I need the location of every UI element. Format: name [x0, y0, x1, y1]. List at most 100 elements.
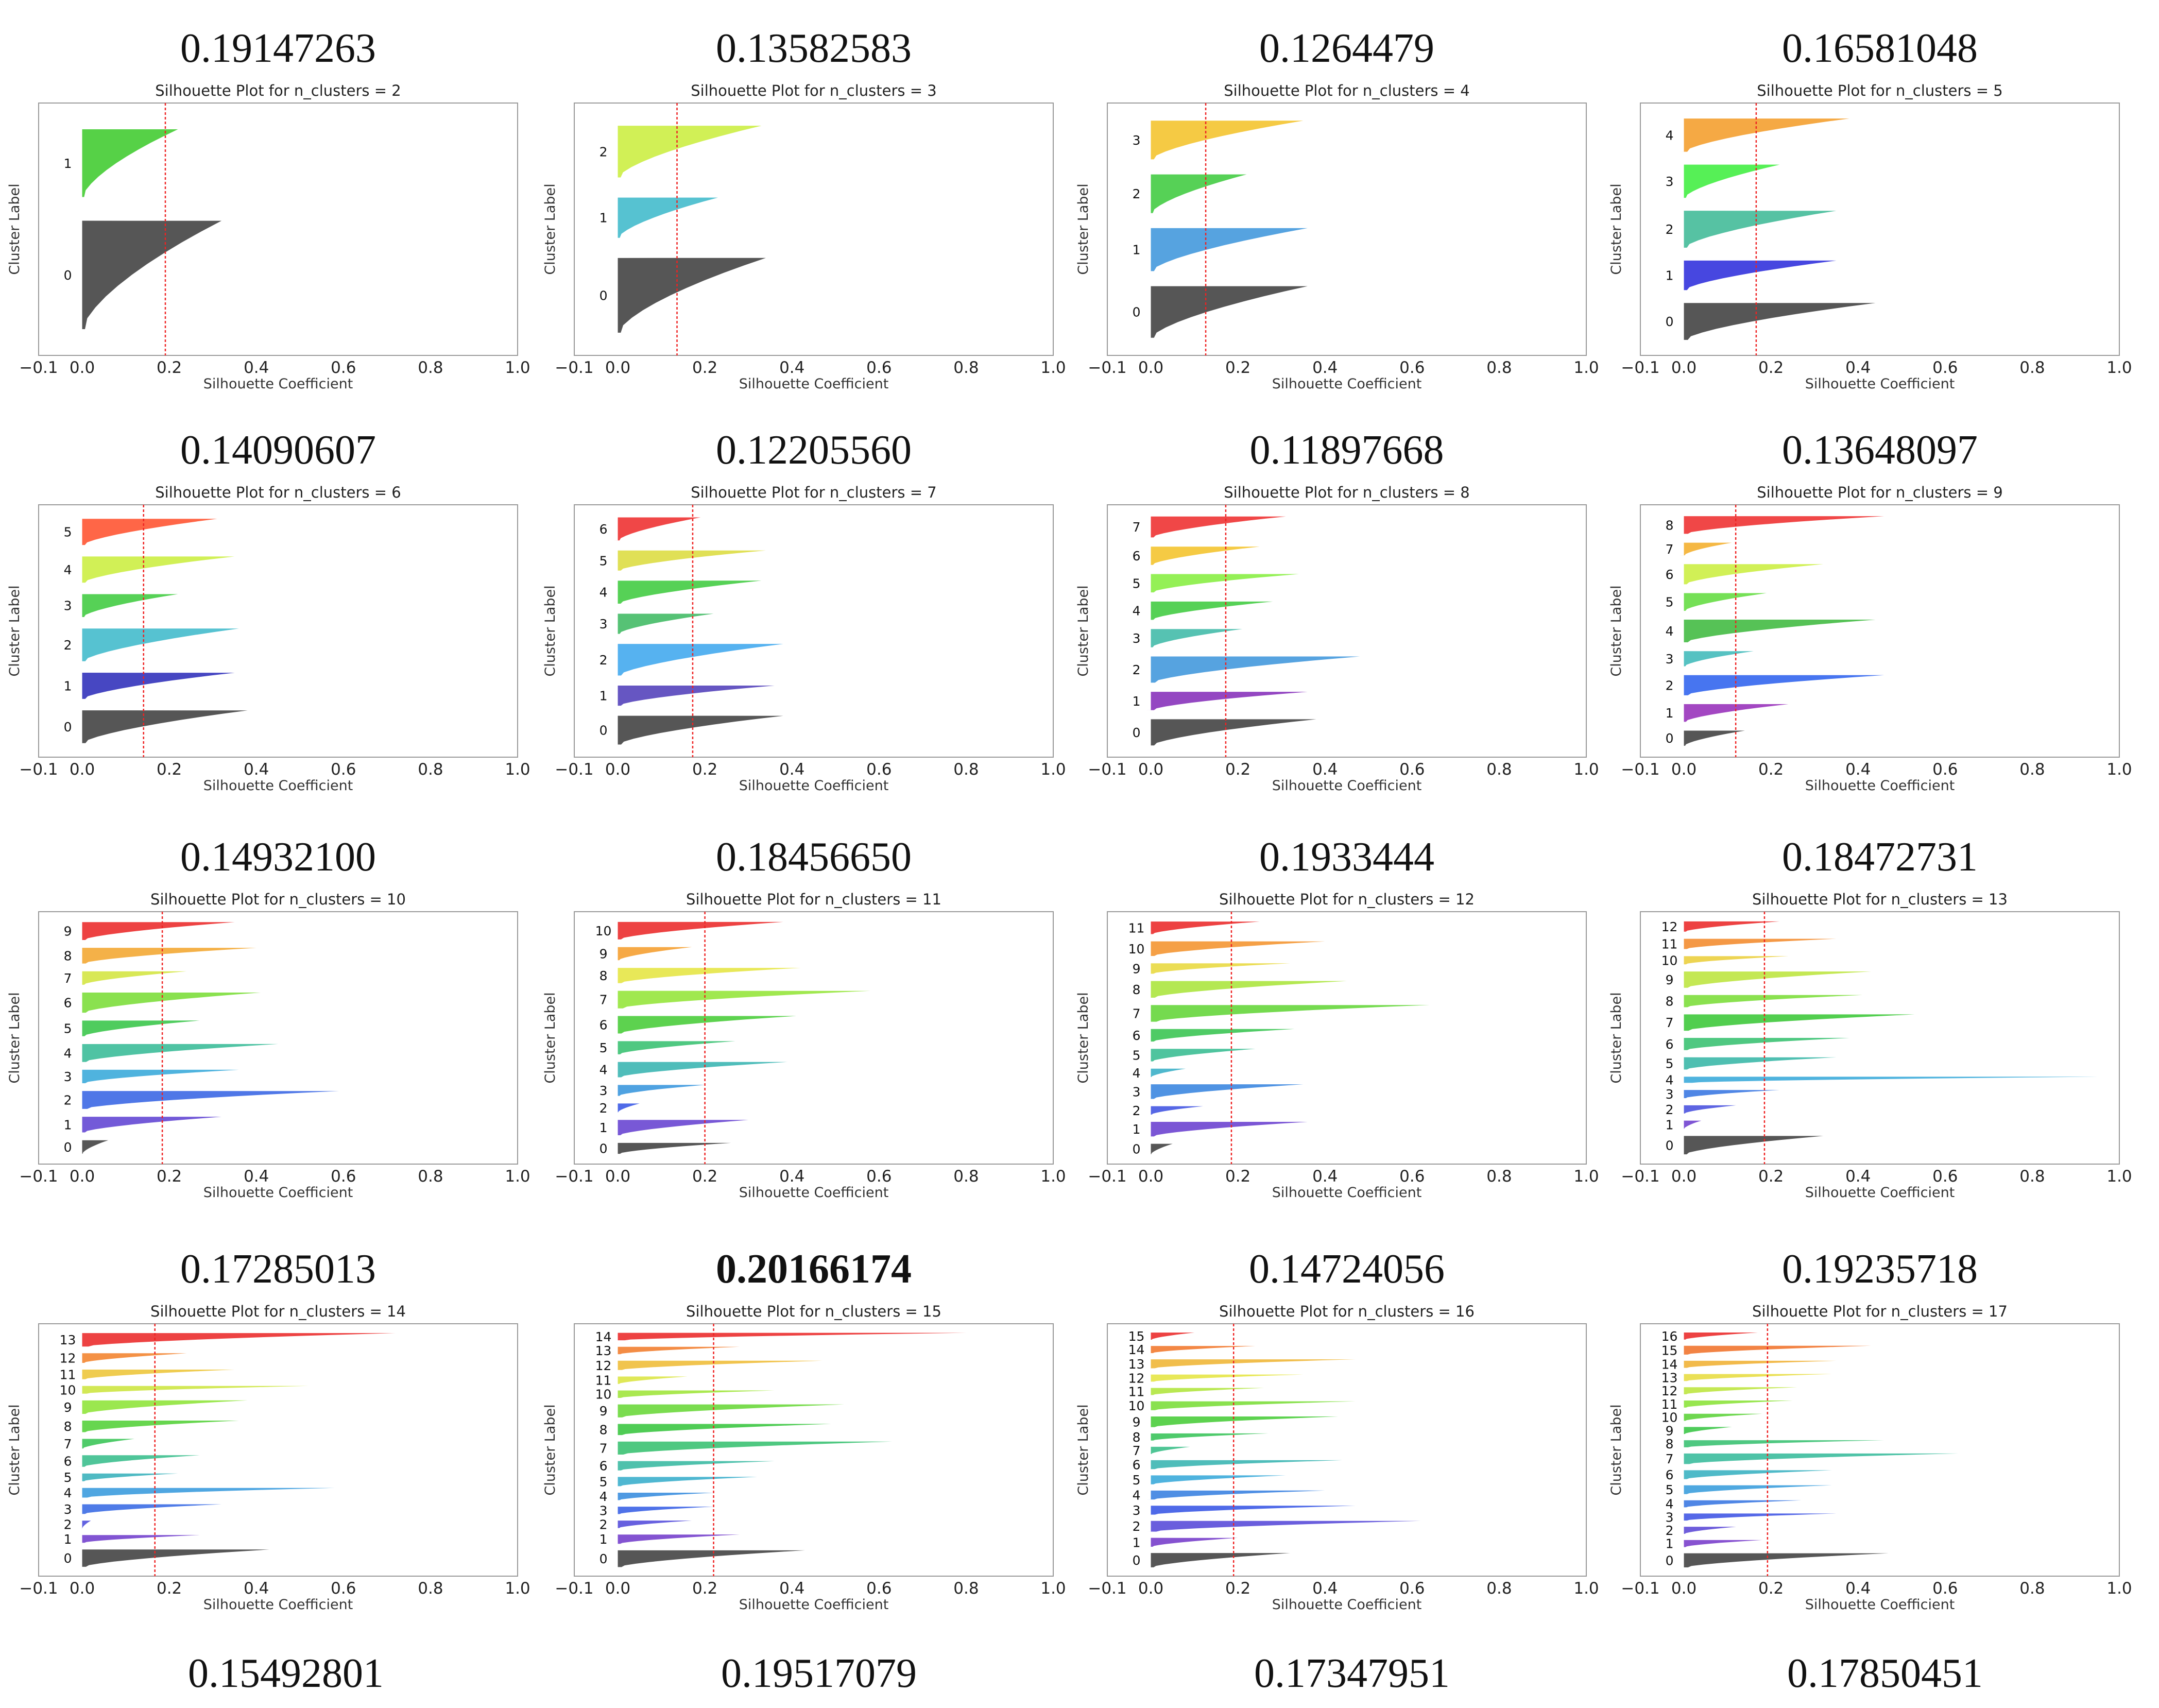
plot-frame	[1640, 911, 2120, 1165]
cluster-label-5: 5	[599, 1040, 608, 1055]
cluster-label-7: 7	[1666, 542, 1674, 557]
x-tick-label: 0.0	[1138, 1167, 1163, 1186]
cluster-label-10: 10	[1661, 1410, 1678, 1425]
x-tick-label: 1.0	[1573, 760, 1599, 779]
y-axis-label: Cluster Label	[1075, 1404, 1091, 1495]
cluster-bar-0	[1145, 286, 1308, 338]
plot-frame	[1107, 504, 1587, 758]
plot-frame	[38, 911, 518, 1165]
cluster-label-0: 0	[1666, 731, 1674, 746]
cluster-label-9: 9	[1133, 1414, 1141, 1429]
cluster-bar-1	[77, 1535, 200, 1543]
cluster-bar-11	[1145, 921, 1260, 934]
cluster-label-0: 0	[599, 288, 608, 303]
x-tick-label: 0.8	[1486, 1579, 1512, 1598]
cluster-label-16: 16	[1661, 1329, 1678, 1344]
x-axis-label: Silhouette Coefficient	[739, 1597, 889, 1613]
plot-frame	[1107, 1323, 1587, 1577]
cluster-bar-12	[1678, 921, 1780, 932]
cluster-bar-1	[1145, 228, 1308, 271]
x-tick-label: 0.2	[1225, 760, 1250, 779]
cluster-bar-0	[612, 1550, 806, 1567]
cluster-label-3: 3	[599, 1083, 608, 1098]
cluster-label-8: 8	[1666, 518, 1674, 533]
cluster-bar-6	[1678, 1470, 1832, 1479]
x-axis-label: Silhouette Coefficient	[1272, 1597, 1422, 1613]
cluster-label-13: 13	[595, 1343, 612, 1358]
x-tick-label: 0.0	[70, 358, 95, 377]
cluster-bar-1	[1145, 1538, 1238, 1547]
x-tick-label: −0.1	[19, 358, 58, 377]
cluster-label-0: 0	[1666, 1553, 1674, 1568]
cluster-label-6: 6	[1133, 1458, 1141, 1473]
cluster-label-13: 13	[1661, 1370, 1678, 1385]
cluster-label-1: 1	[599, 1532, 608, 1547]
cluster-label-3: 3	[1666, 652, 1674, 667]
cluster-label-1: 1	[1133, 243, 1141, 258]
panel-title: Silhouette Plot for n_clusters = 12	[1219, 891, 1475, 908]
plot-frame	[574, 1323, 1054, 1577]
cluster-label-4: 4	[64, 1046, 72, 1061]
cluster-bar-16	[1678, 1333, 1758, 1340]
bottom-score-1: 0.15492801	[188, 1651, 384, 1696]
x-tick-label: 0.4	[244, 760, 269, 779]
x-tick-label: 0.8	[2019, 358, 2045, 377]
cluster-bar-9	[612, 1404, 845, 1417]
cluster-label-5: 5	[64, 525, 72, 540]
cluster-bar-1	[1678, 1540, 1762, 1547]
cluster-label-5: 5	[64, 1021, 72, 1036]
x-tick-label: 0.0	[1138, 1579, 1163, 1598]
x-tick-label: −0.1	[1621, 1167, 1659, 1186]
panel-title: Silhouette Plot for n_clusters = 3	[691, 82, 936, 99]
panel-title: Silhouette Plot for n_clusters = 5	[1757, 82, 2002, 99]
cluster-label-3: 3	[1133, 631, 1141, 646]
cluster-label-2: 2	[599, 1101, 608, 1116]
x-tick-label: 0.8	[418, 760, 443, 779]
cluster-bar-12	[1145, 1374, 1304, 1382]
x-tick-label: 0.0	[605, 1579, 630, 1598]
x-tick-label: 0.6	[1399, 358, 1425, 377]
cluster-bar-7	[1678, 542, 1732, 556]
cluster-label-6: 6	[1666, 1467, 1674, 1482]
cluster-bar-0	[77, 1140, 109, 1154]
cluster-bar-0	[77, 220, 222, 329]
x-tick-label: 1.0	[1040, 1167, 1066, 1186]
panel-score: 0.19235718	[1782, 1246, 1978, 1292]
panel-title: Silhouette Plot for n_clusters = 2	[155, 82, 401, 99]
cluster-bar-5	[612, 550, 766, 571]
cluster-label-10: 10	[595, 1387, 612, 1402]
cluster-bar-7	[612, 1441, 893, 1455]
cluster-label-0: 0	[64, 720, 72, 735]
cluster-bar-8	[612, 1424, 831, 1436]
cluster-label-6: 6	[1133, 1028, 1141, 1043]
cluster-label-2: 2	[599, 653, 608, 668]
panel-score: 0.1933444	[1259, 834, 1434, 880]
cluster-bar-7	[1678, 1453, 1959, 1464]
cluster-bar-2	[1678, 211, 1837, 248]
x-tick-label: 0.2	[692, 1579, 717, 1598]
panel-title: Silhouette Plot for n_clusters = 9	[1757, 484, 2002, 501]
cluster-bar-11	[1678, 938, 1837, 949]
cluster-bar-2	[612, 1103, 640, 1113]
cluster-bar-8	[1678, 1440, 1884, 1447]
panel-score: 0.14724056	[1249, 1246, 1445, 1292]
cluster-bar-7	[1145, 1005, 1430, 1022]
cluster-bar-9	[1145, 963, 1291, 974]
cluster-label-7: 7	[1133, 1006, 1141, 1021]
cluster-label-8: 8	[599, 1422, 608, 1437]
cluster-label-3: 3	[64, 1069, 72, 1084]
cluster-bar-4	[77, 556, 235, 583]
y-axis-label: Cluster Label	[542, 992, 558, 1083]
x-tick-label: 0.2	[157, 1167, 182, 1186]
panel-title: Silhouette Plot for n_clusters = 13	[1752, 891, 2008, 908]
x-tick-label: −0.1	[555, 1579, 593, 1598]
x-tick-label: −0.1	[1088, 1579, 1126, 1598]
cluster-label-1: 1	[1133, 1535, 1141, 1550]
cluster-label-15: 15	[1128, 1329, 1145, 1344]
silhouette-panel-11: 0.1933444 Silhouette Plot for n_clusters …	[1075, 834, 1599, 1201]
cluster-label-1: 1	[64, 156, 72, 171]
x-tick-label: 0.6	[1399, 1579, 1425, 1598]
cluster-label-5: 5	[1133, 1048, 1141, 1063]
cluster-label-3: 3	[1133, 1084, 1141, 1099]
cluster-label-7: 7	[1666, 1451, 1674, 1466]
